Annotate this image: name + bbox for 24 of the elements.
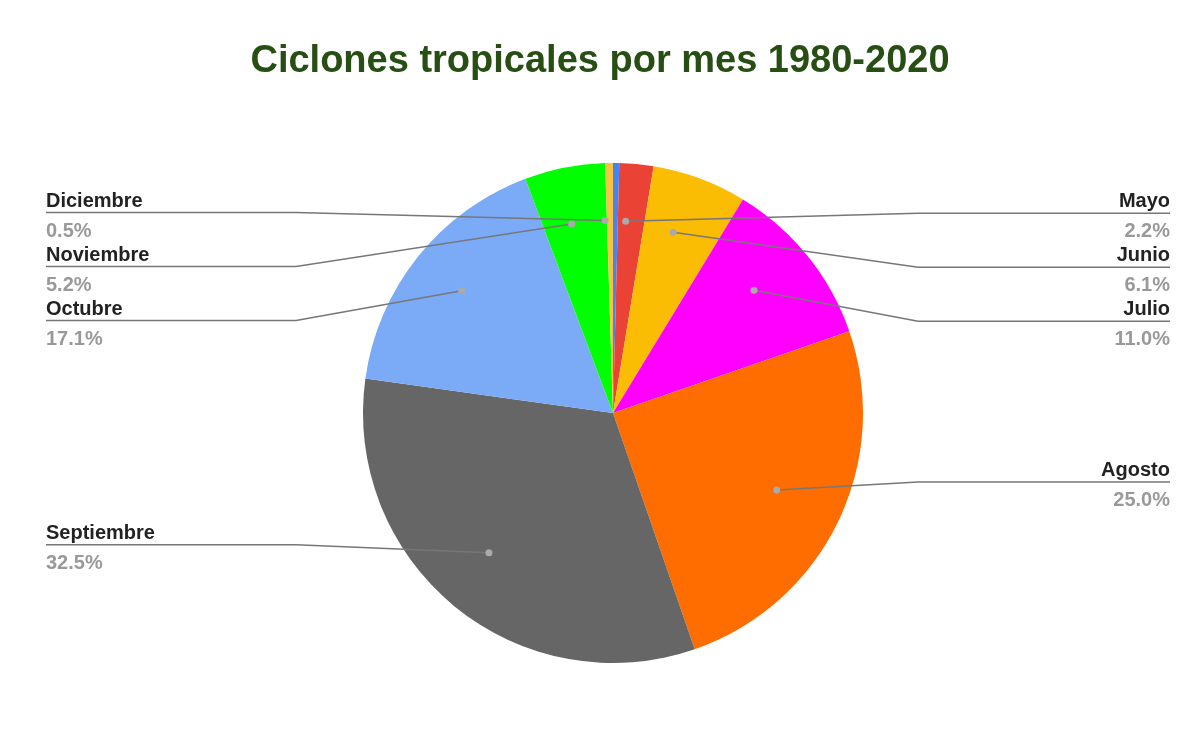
- pie-slice: [613, 331, 863, 650]
- data-label: 5.2%: [46, 272, 92, 295]
- slice-label: Junio: [1116, 243, 1170, 266]
- slice-label: Septiembre: [46, 520, 155, 543]
- data-label: 0.5%: [46, 218, 92, 241]
- pie-slice: [613, 166, 743, 413]
- slice-label: Agosto: [1101, 457, 1170, 480]
- pie-slice: [363, 378, 695, 663]
- data-label: 25.0%: [1113, 487, 1171, 510]
- slice-label: Noviembre: [46, 242, 150, 265]
- slice-label: Octubre: [46, 296, 123, 319]
- data-label: 11.0%: [1114, 327, 1171, 350]
- chart-title: Ciclones tropicales por mes 1980-2020: [249, 38, 951, 81]
- data-label: 17.1%: [46, 326, 103, 349]
- slice-label: Diciembre: [46, 188, 143, 211]
- pie-slice: [365, 178, 613, 413]
- data-label: 2.2%: [1124, 219, 1171, 242]
- pie-slice: [525, 163, 613, 413]
- data-label: 32.5%: [46, 550, 103, 573]
- slice-label: Julio: [1123, 297, 1170, 320]
- pie-slice: [613, 199, 850, 413]
- pie-slice: [613, 163, 654, 413]
- data-label: 6.1%: [1124, 273, 1171, 296]
- slice-label: Mayo: [1118, 189, 1170, 212]
